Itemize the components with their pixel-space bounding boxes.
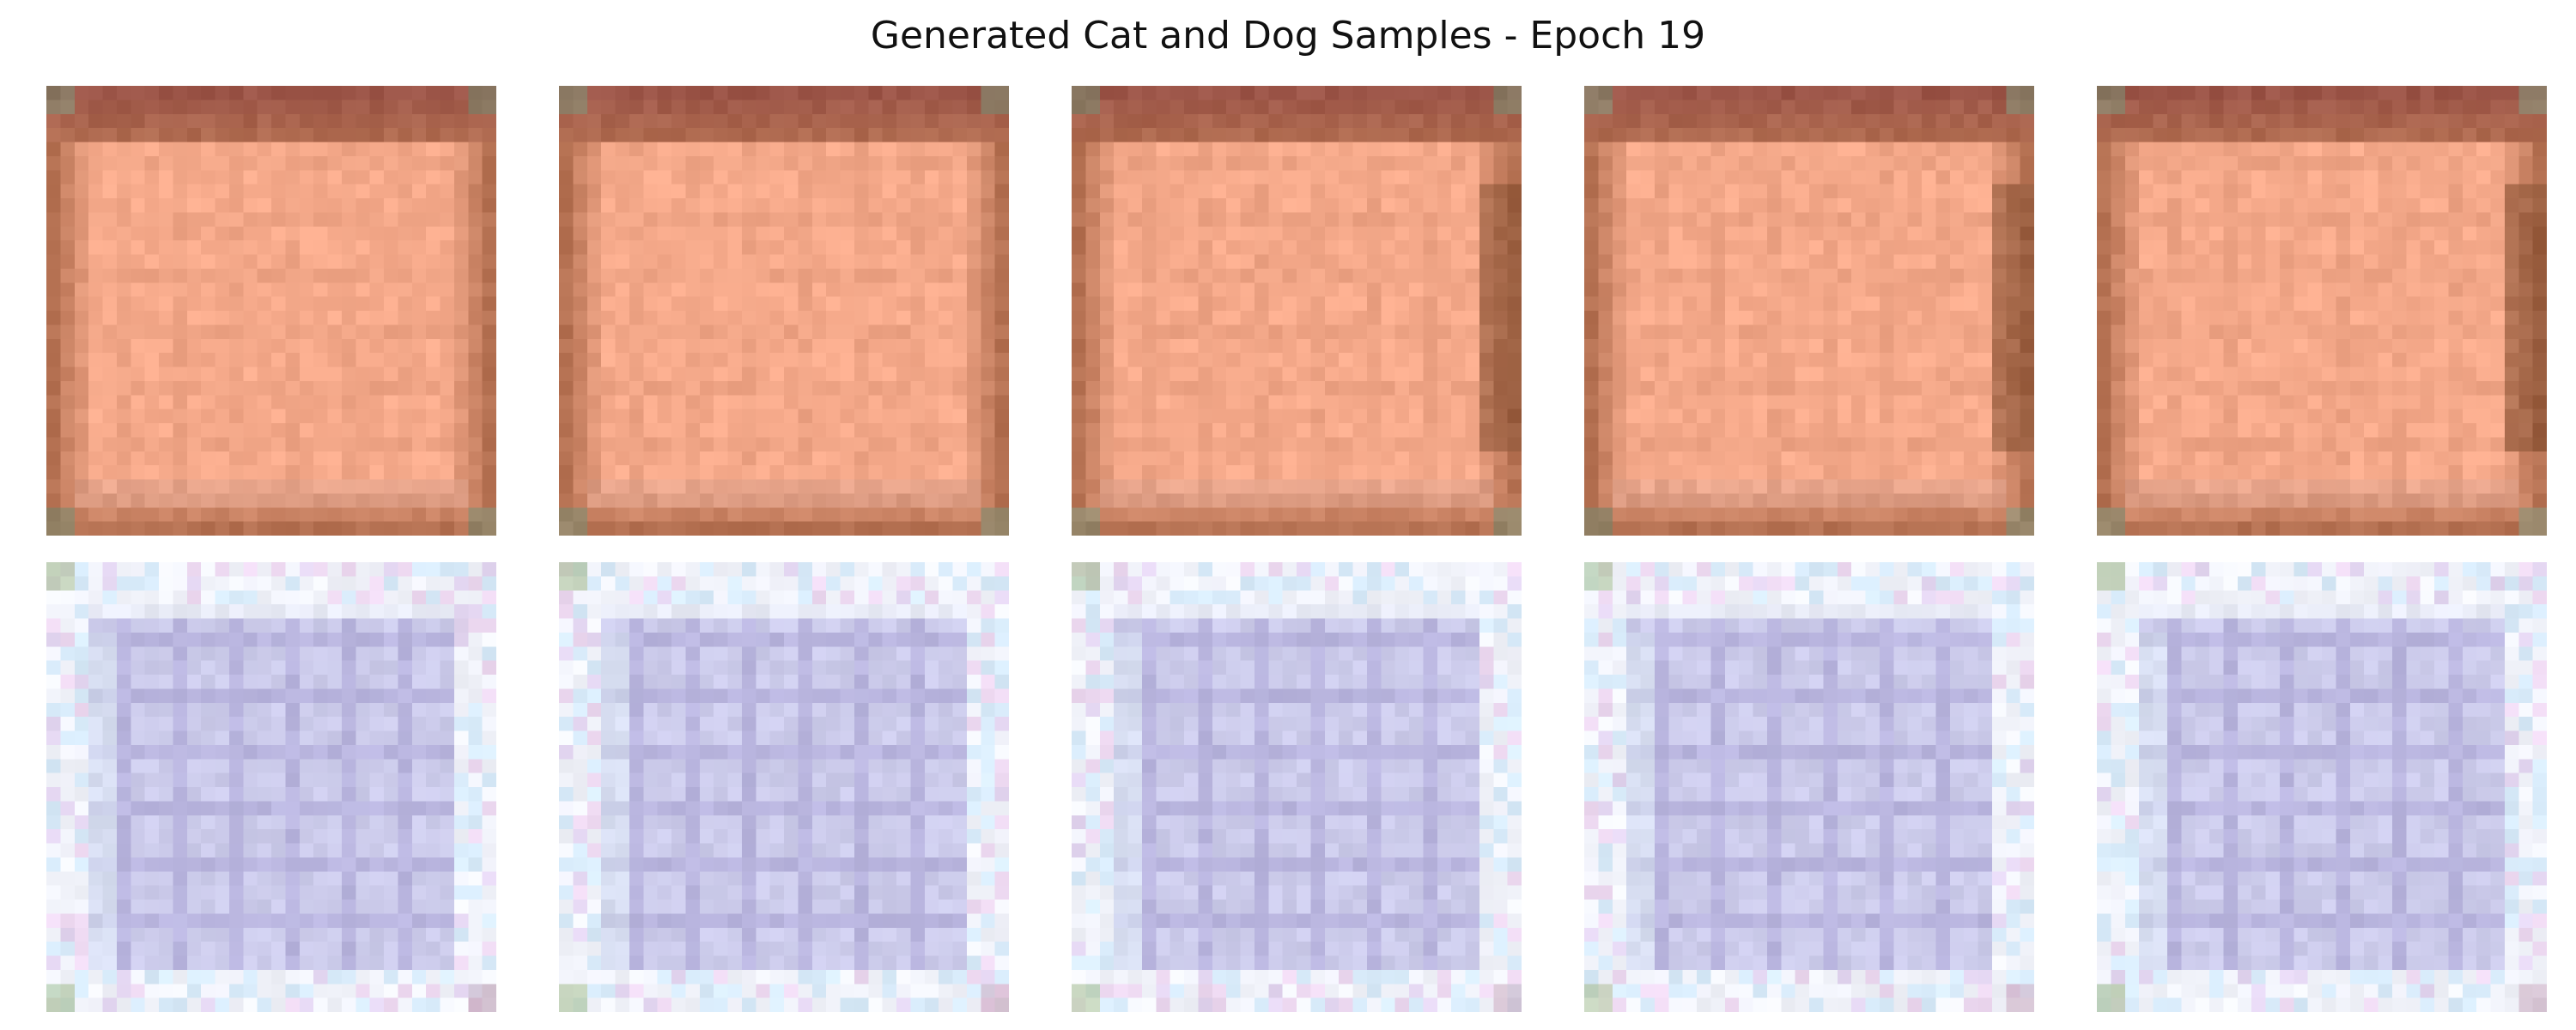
generated-sample-image (2097, 562, 2547, 1012)
generated-sample-image (2097, 86, 2547, 536)
sample-pixel-canvas (1584, 86, 2034, 536)
sample-pixel-canvas (1072, 86, 1522, 536)
generated-sample-image (559, 562, 1009, 1012)
generated-sample-image (1584, 86, 2034, 536)
sample-pixel-canvas (2097, 86, 2547, 536)
sample-pixel-canvas (2097, 562, 2547, 1012)
sample-pixel-canvas (559, 86, 1009, 536)
generated-sample-image (46, 86, 496, 536)
sample-pixel-canvas (46, 562, 496, 1012)
generated-sample-image (1072, 86, 1522, 536)
generated-sample-image (1584, 562, 2034, 1012)
sample-pixel-canvas (46, 86, 496, 536)
sample-pixel-canvas (1072, 562, 1522, 1012)
generated-sample-image (46, 562, 496, 1012)
generated-sample-image (1072, 562, 1522, 1012)
sample-pixel-canvas (1584, 562, 2034, 1012)
figure-title: Generated Cat and Dog Samples - Epoch 19 (870, 14, 1706, 58)
sample-pixel-canvas (559, 562, 1009, 1012)
generated-sample-image (559, 86, 1009, 536)
